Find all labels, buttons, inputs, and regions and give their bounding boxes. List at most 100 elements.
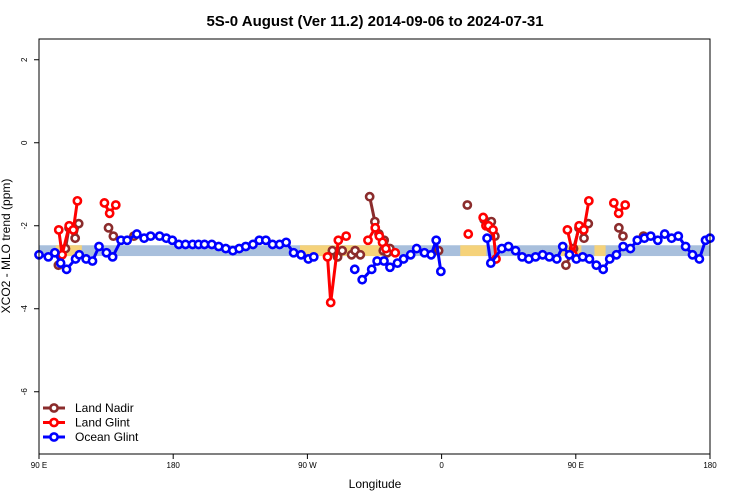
land-glint-point bbox=[363, 235, 373, 246]
ocean-glint-point bbox=[680, 241, 691, 252]
ocean-glint-point bbox=[87, 256, 98, 266]
land-glint-point bbox=[322, 251, 333, 262]
land-nadir-point bbox=[618, 231, 628, 242]
ocean-glint-point bbox=[296, 249, 306, 260]
ocean-glint-point bbox=[94, 241, 104, 252]
ocean-glint-point bbox=[687, 249, 698, 260]
land-nadir-point bbox=[579, 233, 589, 244]
ocean-glint-point bbox=[308, 251, 319, 262]
legend-label-land-glint: Land Glint bbox=[75, 416, 130, 430]
ocean-glint-point bbox=[288, 247, 299, 258]
ocean-glint-point bbox=[145, 231, 156, 242]
ocean-glint-point bbox=[349, 264, 360, 275]
ocean-glint-point bbox=[591, 260, 602, 271]
legend-label-ocean-glint: Ocean Glint bbox=[75, 430, 139, 444]
ocean-glint-point bbox=[122, 235, 133, 246]
y-tick-label: -6 bbox=[20, 388, 29, 396]
ocean-glint-point bbox=[485, 258, 496, 268]
ocean-glint-point bbox=[55, 258, 66, 268]
land-nadir-point bbox=[355, 249, 366, 260]
x-ticks: 90 E 180 90 W 0 90 E 180 bbox=[31, 454, 717, 470]
legend-marker-ocean-glint bbox=[49, 432, 59, 442]
land-glint-point bbox=[110, 200, 121, 210]
land-glint-point bbox=[68, 224, 79, 235]
x-tick-label: 0 bbox=[439, 461, 444, 470]
ocean-glint-point bbox=[357, 274, 368, 285]
x-tick-label: 180 bbox=[703, 461, 717, 470]
land-glint-point bbox=[104, 208, 115, 219]
ocean-glint-point bbox=[426, 249, 437, 260]
land-nadir-point bbox=[613, 222, 624, 233]
ocean-glint-point bbox=[398, 254, 409, 264]
land-glint-point bbox=[53, 224, 64, 235]
series-ocean-glint bbox=[34, 229, 715, 285]
ocean-glint-point bbox=[167, 235, 178, 246]
ocean-glint-point bbox=[694, 254, 705, 264]
ocean-glint-point bbox=[49, 247, 60, 258]
x-tick-label: 90 E bbox=[568, 461, 584, 470]
ocean-glint-point bbox=[281, 237, 292, 248]
x-tick-label: 90 E bbox=[31, 461, 47, 470]
ocean-glint-point bbox=[435, 266, 446, 277]
legend-label-land-nadir: Land Nadir bbox=[75, 401, 134, 415]
x-axis-label: Longitude bbox=[349, 477, 402, 491]
land-nadir-point bbox=[364, 191, 375, 202]
land-glint-point bbox=[99, 198, 110, 208]
x-tick-label: 90 W bbox=[298, 461, 317, 470]
ocean-glint-point bbox=[645, 231, 656, 242]
series-layer bbox=[34, 191, 715, 308]
land-glint-point bbox=[583, 195, 594, 206]
land-nadir-point bbox=[108, 231, 119, 242]
ocean-glint-point bbox=[411, 243, 422, 254]
ocean-glint-point bbox=[564, 249, 575, 260]
ocean-glint-point bbox=[659, 229, 670, 239]
ocean-glint-point bbox=[503, 241, 514, 252]
ocean-glint-point bbox=[611, 249, 622, 260]
chart-title: 5S-0 August (Ver 11.2) 2014-09-06 to 202… bbox=[206, 13, 543, 30]
land-glint-point bbox=[325, 297, 336, 308]
ocean-glint-point bbox=[544, 251, 555, 262]
ocean-glint-point bbox=[673, 231, 684, 242]
ocean-glint-point bbox=[510, 245, 521, 256]
ocean-glint-point bbox=[482, 233, 492, 244]
land-glint-point bbox=[333, 235, 344, 246]
ocean-glint-point bbox=[366, 264, 377, 275]
ocean-glint-point bbox=[598, 264, 609, 275]
land-nadir-point bbox=[103, 222, 114, 233]
land-nadir-point bbox=[70, 233, 81, 244]
ocean-glint-point bbox=[260, 235, 271, 246]
land-glint-point bbox=[478, 212, 489, 223]
y-tick-label: -4 bbox=[20, 305, 29, 313]
land-glint-point bbox=[341, 231, 352, 242]
y-tick-label: 2 bbox=[20, 57, 29, 62]
band-1-4 bbox=[594, 245, 606, 257]
land-nadir-point bbox=[462, 200, 473, 210]
ocean-glint-point bbox=[43, 251, 54, 262]
ocean-glint-point bbox=[604, 254, 615, 264]
land-glint-point bbox=[380, 243, 391, 254]
land-glint-point bbox=[390, 247, 401, 258]
land-glint-point bbox=[578, 224, 589, 235]
y-tick-label: 0 bbox=[20, 140, 29, 145]
ocean-glint-point bbox=[379, 256, 389, 266]
ocean-glint-point bbox=[431, 235, 442, 246]
band-1-2 bbox=[460, 245, 487, 257]
y-ticks: 2 0 -2 -4 -6 bbox=[20, 57, 39, 395]
ocean-glint-point bbox=[61, 264, 72, 275]
y-axis-label: XCO2 - MLO trend (ppm) bbox=[0, 179, 13, 314]
ocean-glint-point bbox=[248, 239, 258, 250]
land-nadir-point bbox=[337, 245, 348, 256]
land-glint-point bbox=[613, 208, 624, 219]
x-tick-label: 180 bbox=[167, 461, 181, 470]
legend-marker-land-nadir bbox=[49, 403, 59, 413]
plot-frame bbox=[38, 38, 711, 455]
ocean-glint-point bbox=[551, 254, 562, 264]
ocean-glint-point bbox=[405, 249, 416, 260]
legend-marker-land-glint bbox=[49, 417, 59, 428]
ocean-glint-point bbox=[584, 254, 595, 264]
y-tick-label: -2 bbox=[20, 222, 29, 230]
land-glint-point bbox=[562, 224, 573, 235]
land-glint-point bbox=[488, 224, 498, 235]
